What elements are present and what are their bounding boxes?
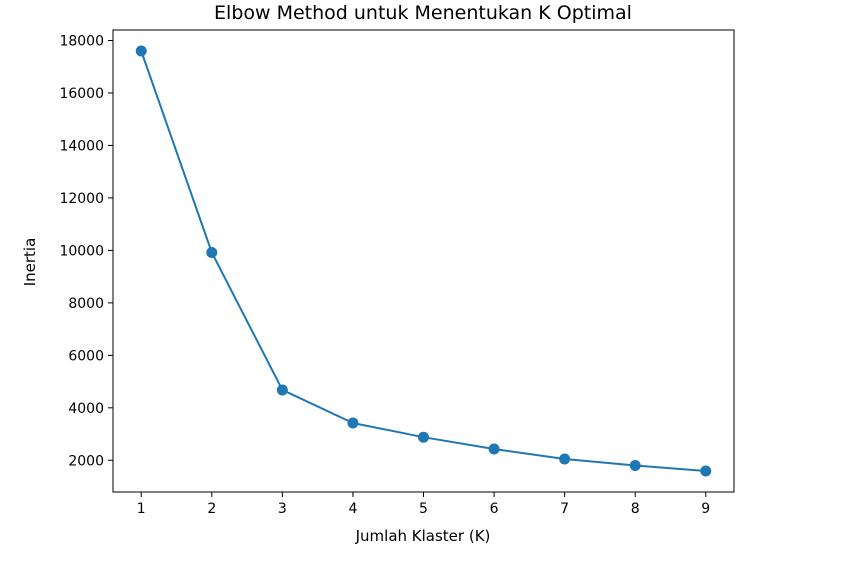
data-point [559,453,571,465]
data-point [700,465,712,477]
y-tick-label: 18000 [59,33,104,49]
data-point [488,443,500,455]
x-tick-label: 4 [348,501,357,517]
x-tick-label: 8 [631,501,640,517]
data-point [276,384,288,396]
x-tick-label: 6 [490,501,499,517]
y-tick-label: 6000 [68,348,104,364]
y-tick-label: 2000 [68,453,104,469]
x-tick-label: 2 [207,501,216,517]
x-tick-label: 5 [419,501,428,517]
x-axis-ticks: 1 2 3 4 5 6 7 8 9 [137,492,710,517]
data-point [347,417,359,429]
y-tick-label: 12000 [59,191,104,207]
y-tick-label: 8000 [68,296,104,312]
y-tick-label: 10000 [59,243,104,259]
y-tick-label: 16000 [59,86,104,102]
series-layer [135,45,712,477]
y-tick-label: 4000 [68,401,104,417]
y-tick-label: 14000 [59,138,104,154]
x-tick-label: 7 [560,501,569,517]
data-point [206,246,218,258]
data-point [629,460,641,472]
y-axis-ticks: 2000 4000 6000 8000 10000 12000 14000 16000 1800… [59,33,113,469]
data-point [135,45,147,57]
x-tick-label: 1 [137,501,146,517]
x-tick-label: 9 [701,501,710,517]
x-tick-label: 3 [278,501,287,517]
plot-frame [112,29,735,493]
y-axis-label: Inertia [21,238,39,287]
data-point [418,431,429,443]
x-axis-label: Jumlah Klaster (K) [355,527,491,545]
chart-title: Elbow Method untuk Menentukan K Optimal [214,2,632,24]
plot-area [112,29,735,493]
